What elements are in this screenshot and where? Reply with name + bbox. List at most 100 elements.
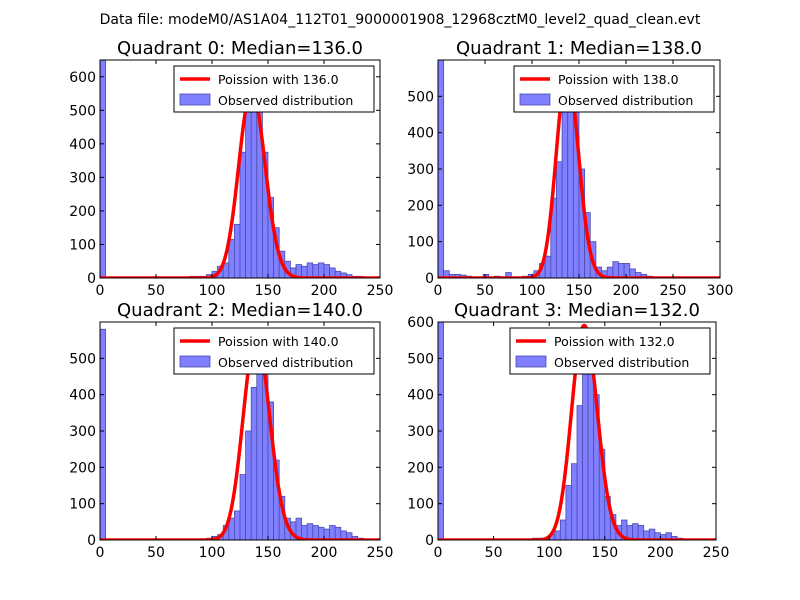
x-tick-label: 50	[485, 545, 503, 561]
histogram-bar	[565, 485, 572, 540]
x-tick-label: 50	[147, 283, 165, 299]
histogram-bar	[317, 526, 325, 540]
x-tick-label: 0	[434, 545, 443, 561]
histogram-bar	[100, 328, 106, 540]
y-tick-label: 400	[407, 388, 434, 404]
histogram-bar	[482, 273, 490, 278]
legend: Poission with 138.0 Observed distribution	[513, 65, 715, 113]
y-tick-label: 200	[407, 198, 434, 214]
x-tick-label: 200	[613, 283, 640, 299]
legend: Poission with 136.0 Observed distribution	[173, 65, 375, 113]
histogram-bar	[312, 525, 319, 540]
histogram-bar	[233, 510, 241, 540]
histogram-bar	[323, 264, 330, 278]
x-tick-label: 100	[199, 283, 226, 299]
histogram-bar	[317, 262, 325, 278]
y-tick-label: 100	[407, 235, 434, 251]
panel-title: Quadrant 1: Median=138.0	[456, 38, 702, 59]
x-tick-label: 150	[566, 283, 593, 299]
poisson-curve	[100, 334, 380, 540]
histogram-bar	[561, 103, 569, 278]
y-tick-label: 300	[407, 162, 434, 178]
histogram-bar	[233, 223, 241, 278]
histogram-bar	[312, 264, 319, 278]
legend-bar-swatch	[515, 355, 547, 368]
panel-title: Quadrant 0: Median=136.0	[117, 38, 363, 59]
x-tick-label: 250	[367, 545, 394, 561]
legend-label-poisson: Poission with 136.0	[218, 72, 339, 87]
x-tick-label: 0	[434, 283, 443, 299]
x-tick-label: 250	[703, 545, 730, 561]
histogram-bar	[623, 263, 631, 278]
figure-title: Data file: modeM0/AS1A04_112T01_90000019…	[100, 12, 701, 28]
y-tick-label: 400	[69, 137, 96, 153]
histogram-bar	[256, 347, 263, 540]
legend-label-observed: Observed distribution	[218, 355, 353, 370]
axes-frame	[99, 59, 381, 279]
histogram-bar	[576, 405, 583, 540]
histogram-bar	[306, 262, 314, 278]
histogram-bar	[637, 525, 645, 540]
poisson-curve	[100, 88, 380, 278]
y-tick-label: 600	[69, 70, 96, 86]
legend-label-poisson: Poission with 138.0	[558, 72, 679, 87]
y-tick-label: 400	[407, 126, 434, 142]
quadrant-panel-1: 0 50 100 150 200 250 300 0 100 200 300 400 500 Quadra…	[407, 38, 733, 299]
histogram-bar	[306, 523, 314, 540]
histogram-bar	[556, 161, 563, 278]
y-tick-label: 500	[69, 351, 96, 367]
legend-bar-swatch	[519, 93, 551, 106]
quadrant-panel-0: 0 50 100 150 200 250 0 100 200 300 400 500 600 Quadra…	[69, 38, 393, 299]
histogram-bar	[245, 109, 252, 278]
histogram-bar	[250, 386, 258, 540]
y-tick-label: 300	[69, 170, 96, 186]
y-tick-label: 400	[69, 388, 96, 404]
y-tick-label: 0	[425, 271, 434, 287]
histogram-bar	[559, 519, 567, 540]
x-tick-label: 100	[199, 545, 226, 561]
y-tick-label: 200	[69, 204, 96, 220]
x-tick-label: 250	[660, 283, 687, 299]
y-tick-label: 100	[407, 497, 434, 513]
y-tick-label: 300	[69, 424, 96, 440]
x-tick-label: 50	[476, 283, 494, 299]
legend-bar-swatch	[179, 93, 211, 106]
panel-title: Quadrant 2: Median=140.0	[117, 300, 363, 321]
x-tick-label: 100	[536, 545, 563, 561]
x-tick-label: 200	[311, 545, 338, 561]
x-tick-label: 250	[367, 283, 394, 299]
legend-label-observed: Observed distribution	[558, 93, 693, 108]
y-tick-label: 500	[407, 351, 434, 367]
legend-label-poisson: Poission with 140.0	[218, 334, 339, 349]
poisson-curve	[438, 69, 720, 278]
histogram-bar	[239, 151, 246, 278]
x-tick-label: 0	[96, 283, 105, 299]
histogram-bar	[250, 99, 258, 278]
x-tick-label: 300	[707, 283, 734, 299]
histogram-bar	[571, 463, 578, 540]
legend-label-observed: Observed distribution	[554, 355, 689, 370]
y-tick-label: 0	[425, 533, 434, 549]
histogram-bar	[567, 88, 574, 278]
x-tick-label: 150	[591, 545, 618, 561]
histogram-bars	[100, 328, 364, 540]
y-tick-label: 100	[69, 237, 96, 253]
histogram-bar	[245, 430, 252, 540]
histogram-bar	[100, 60, 106, 278]
histogram-bar	[554, 530, 561, 540]
y-tick-label: 300	[407, 424, 434, 440]
x-tick-label: 150	[255, 283, 282, 299]
y-tick-label: 200	[69, 460, 96, 476]
legend-bar-swatch	[179, 355, 211, 368]
histogram-bar	[239, 474, 246, 540]
legend: Poission with 132.0 Observed distribution	[509, 327, 711, 375]
y-tick-label: 200	[407, 460, 434, 476]
legend-box	[509, 327, 711, 375]
histogram-bar	[544, 255, 552, 278]
histogram-bar	[612, 261, 619, 278]
x-tick-label: 200	[311, 283, 338, 299]
histogram-bar	[334, 526, 342, 540]
legend-label-poisson: Poission with 132.0	[554, 334, 675, 349]
x-tick-label: 200	[647, 545, 674, 561]
legend: Poission with 140.0 Observed distribution	[173, 327, 375, 375]
